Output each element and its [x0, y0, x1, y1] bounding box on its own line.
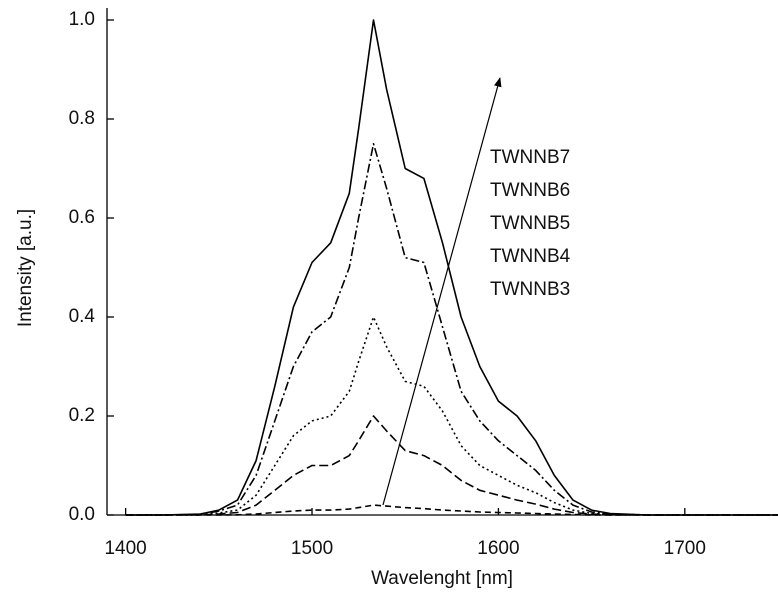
y-tick-label: 0.0 — [69, 504, 95, 525]
legend-label: TWNNB3 — [490, 279, 570, 300]
y-tick-label: 1.0 — [69, 9, 95, 30]
legend-label: TWNNB7 — [490, 147, 570, 168]
y-tick-label: 0.2 — [69, 405, 95, 426]
arrow — [382, 77, 502, 506]
series-line — [125, 143, 778, 516]
series-line — [125, 415, 778, 516]
x-tick-label: 1700 — [664, 538, 706, 559]
x-tick-label: 1500 — [291, 538, 333, 559]
series-line — [125, 504, 778, 516]
y-tick-label: 0.4 — [69, 306, 96, 327]
y-tick-label: 0.6 — [69, 207, 95, 228]
legend-label: TWNNB6 — [490, 180, 570, 201]
x-tick-label: 1600 — [477, 538, 519, 559]
x-tick-label: 1400 — [104, 538, 146, 559]
legend-label: TWNNB4 — [490, 246, 571, 267]
series-line — [125, 316, 778, 516]
x-axis-label: Wavelenght [nm] — [371, 568, 513, 589]
y-axis-label: Intensity [a.u.] — [15, 209, 36, 327]
legend-label: TWNNB5 — [490, 213, 570, 234]
series-line — [125, 19, 778, 516]
y-tick-label: 0.8 — [69, 108, 95, 129]
